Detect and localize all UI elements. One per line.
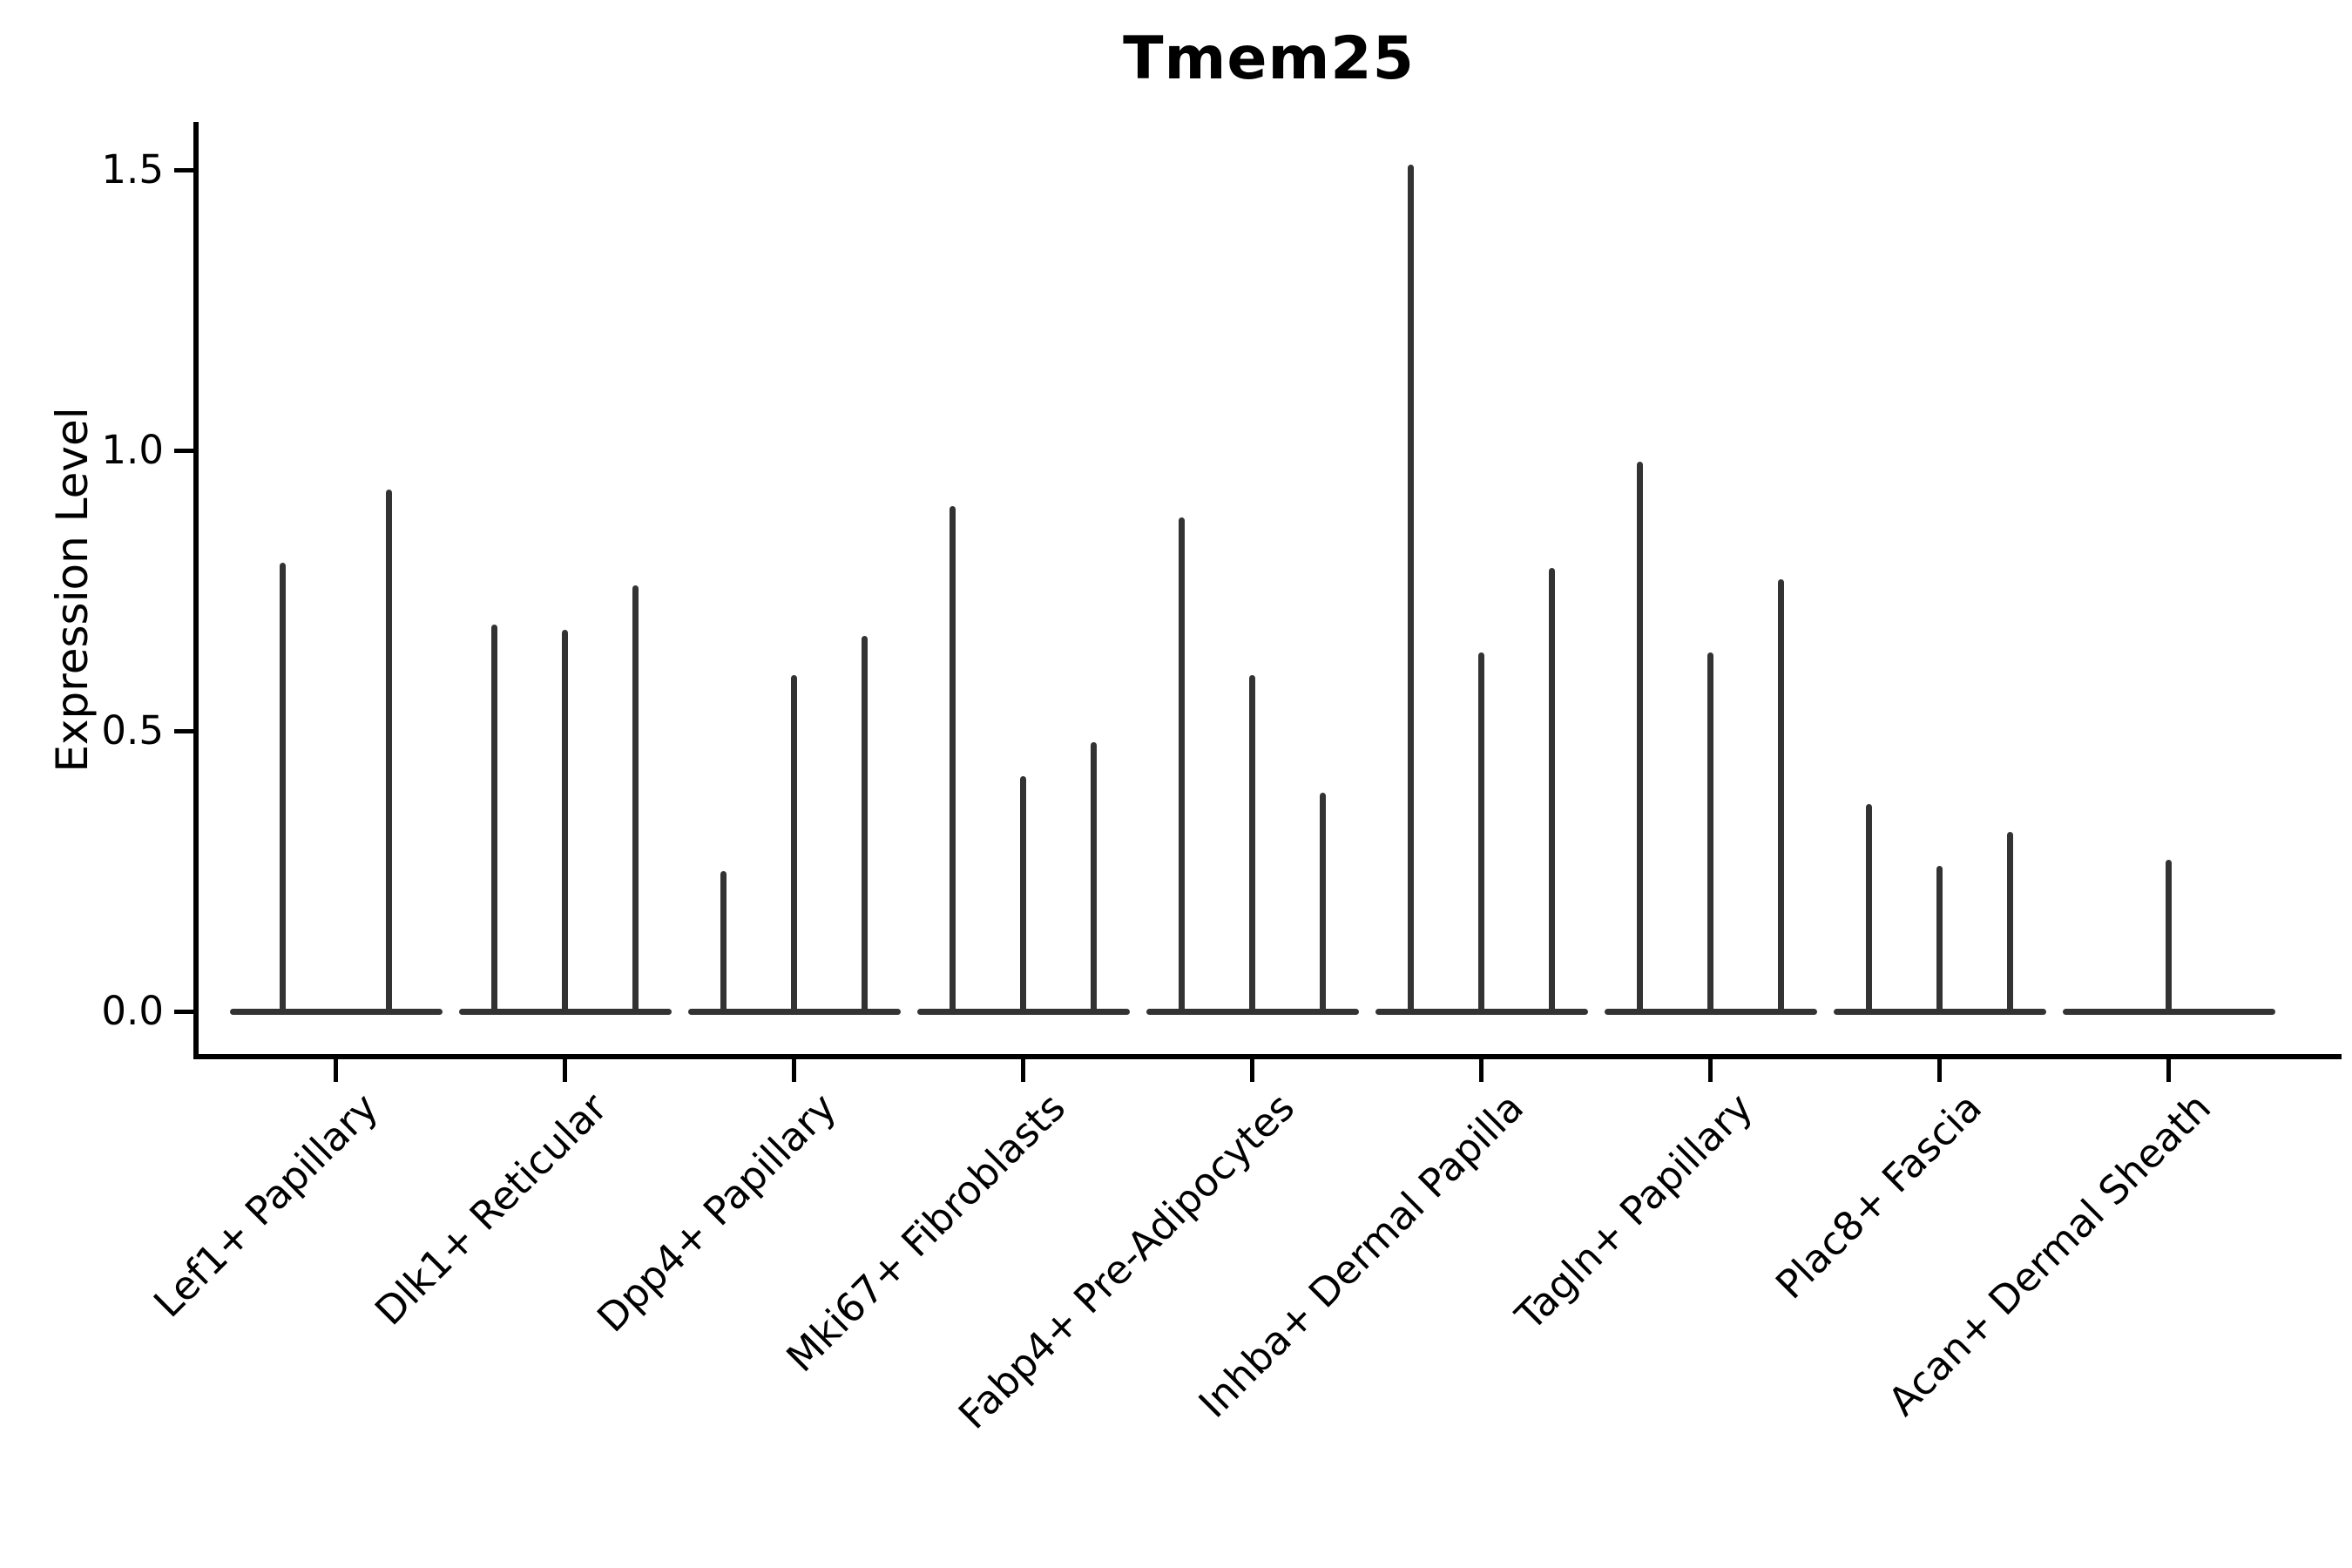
violin-spike	[1778, 579, 1785, 1011]
violin-spike	[862, 635, 868, 1011]
violin-spike	[1320, 792, 1327, 1011]
x-tick-label: Tagln+ Papillary	[1506, 1084, 1761, 1340]
violin-spike	[1707, 652, 1713, 1011]
violin-baseline	[1146, 1008, 1359, 1015]
x-tick-mark	[792, 1059, 796, 1082]
violin-spike	[949, 506, 956, 1011]
violin-spike	[490, 624, 497, 1011]
y-tick-label: 0.0	[101, 988, 164, 1034]
y-tick-label: 1.5	[101, 146, 164, 193]
x-tick-mark	[1937, 1059, 1942, 1082]
violin-spike	[632, 585, 639, 1011]
violin-baseline	[458, 1008, 672, 1015]
y-tick-mark	[174, 728, 193, 733]
x-tick-label: Plac8+ Fascia	[1766, 1084, 1990, 1308]
x-tick-mark	[563, 1059, 567, 1082]
violin-baseline	[1375, 1008, 1588, 1015]
x-tick-label: Dpp4+ Papillary	[587, 1084, 845, 1342]
violin-baseline	[916, 1008, 1130, 1015]
violin-spike	[1178, 517, 1185, 1011]
violin-spike	[1549, 568, 1556, 1011]
violin-baseline	[687, 1008, 901, 1015]
violin-spike	[720, 871, 727, 1011]
y-tick-label: 0.5	[101, 707, 164, 754]
x-tick-mark	[334, 1059, 338, 1082]
x-tick-label: Inhba+ Dermal Papilla	[1189, 1084, 1532, 1427]
x-tick-label: Fabp4+ Pre-Adipocytes	[949, 1084, 1303, 1438]
x-tick-mark	[2166, 1059, 2171, 1082]
y-tick-label: 1.0	[101, 427, 164, 473]
violin-spike	[1865, 803, 1872, 1011]
violin-spike	[2007, 831, 2014, 1011]
x-tick-label: Lef1+ Papillary	[144, 1084, 387, 1327]
violin-spike	[1407, 164, 1414, 1011]
violin-spike	[562, 630, 568, 1011]
violin-spike	[386, 490, 392, 1011]
x-tick-label: Mki67+ Fibroblasts	[777, 1084, 1074, 1382]
y-tick-mark	[174, 167, 193, 172]
x-tick-label: Dlk1+ Reticular	[365, 1084, 616, 1335]
violin-spike	[280, 562, 286, 1011]
y-tick-mark	[174, 1009, 193, 1014]
x-tick-mark	[1708, 1059, 1713, 1082]
violin-spike	[1249, 674, 1255, 1011]
x-axis-spine	[193, 1054, 2342, 1059]
violin-spike	[1020, 775, 1026, 1011]
violin-baseline	[1604, 1008, 1817, 1015]
y-axis-label: Expression Level	[47, 407, 98, 773]
y-axis-spine	[193, 122, 199, 1059]
y-tick-mark	[174, 448, 193, 453]
x-tick-mark	[1479, 1059, 1484, 1082]
x-tick-label: Acan+ Dermal Sheath	[1878, 1084, 2220, 1425]
violin-baseline	[229, 1008, 443, 1015]
violin-spike	[1478, 652, 1484, 1011]
violin-spike	[1936, 865, 1943, 1011]
violin-baseline	[1833, 1008, 2046, 1015]
violin-spike	[791, 674, 797, 1011]
violin-spike	[1636, 461, 1643, 1011]
chart-title: Tmem25	[1123, 24, 1415, 93]
violin-spike	[2166, 860, 2172, 1011]
x-tick-mark	[1021, 1059, 1025, 1082]
x-tick-mark	[1250, 1059, 1254, 1082]
violin-spike	[1091, 741, 1098, 1011]
violin-baseline	[2062, 1008, 2275, 1015]
